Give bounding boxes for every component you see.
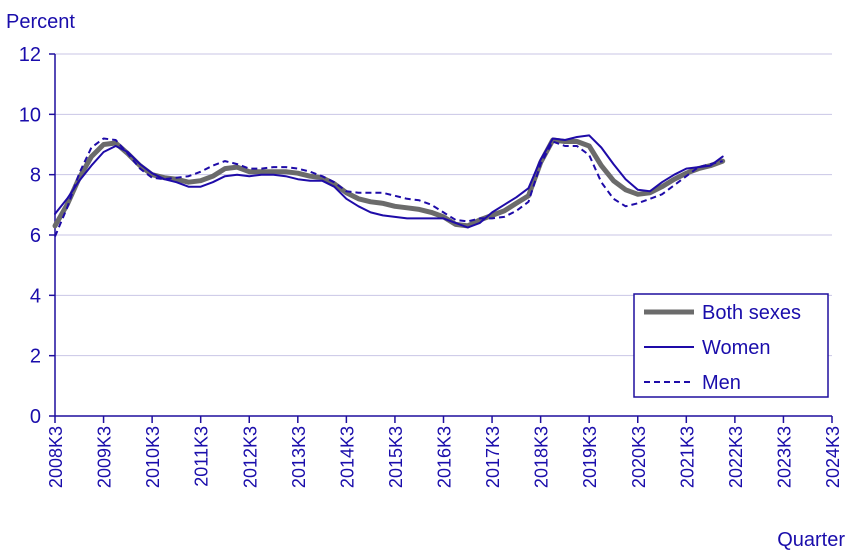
y-tick-label: 6: [30, 225, 41, 247]
series-line-both-sexes: [52, 137, 726, 229]
x-tick-label: 2024K3: [823, 426, 843, 488]
x-axis-title: Quarter: [777, 529, 845, 551]
x-tick-label: 2020K3: [629, 426, 649, 488]
axes: 0 2 4 6 8 10 12 2008K3 2009K3 2010K3 2011K3 2012K3 2…: [19, 44, 843, 488]
x-tick-label: 2013K3: [289, 426, 309, 488]
series-lines: [52, 134, 726, 237]
legend-label: Both sexes: [702, 302, 801, 324]
x-tick-label: 2016K3: [435, 426, 455, 488]
x-tick-label: 2019K3: [580, 426, 600, 488]
legend-label: Men: [702, 372, 741, 394]
y-tick-label: 0: [30, 406, 41, 428]
y-tick-label: 10: [19, 104, 41, 126]
x-tick-label: 2008K3: [46, 426, 66, 488]
y-tick-label: 4: [30, 285, 41, 307]
series-line-men: [54, 137, 723, 237]
x-tick-label: 2011K3: [192, 426, 212, 487]
x-tick-label: 2018K3: [532, 426, 552, 488]
x-tick-label: 2023K3: [774, 426, 794, 488]
legend-label: Women: [702, 337, 771, 359]
legend: Both sexes Women Men: [633, 293, 829, 398]
x-tick-label: 2017K3: [483, 426, 503, 488]
y-axis-title: Percent: [6, 11, 75, 33]
y-tick-label: 8: [30, 165, 41, 187]
x-tick-label: 2014K3: [337, 426, 357, 488]
x-tick-label: 2009K3: [95, 426, 115, 488]
y-tick-label: 2: [30, 346, 41, 368]
y-tick-label: 12: [19, 44, 41, 66]
x-tick-label: 2021K3: [677, 426, 697, 488]
x-tick-label: 2010K3: [143, 426, 163, 488]
x-tick-label: 2012K3: [240, 426, 260, 488]
series-line-women: [54, 134, 724, 229]
x-tick-label: 2022K3: [726, 426, 746, 488]
x-tick-label: 2015K3: [386, 426, 406, 488]
